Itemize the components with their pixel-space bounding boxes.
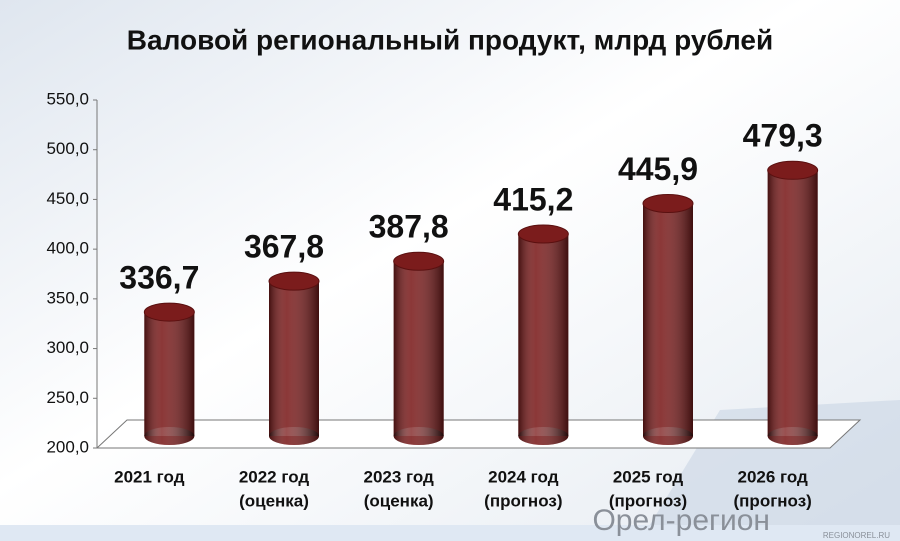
bar [393,251,445,445]
watermark: Орел-регион [592,504,770,537]
bar-shade-bottom [393,427,444,445]
bar-shade-bottom [144,427,195,445]
bar [767,160,819,445]
y-tick-label: 550,0 [46,89,89,108]
bar-shade-bottom [767,427,818,445]
bar-shade [643,203,693,436]
y-tick-label: 200,0 [46,437,89,456]
value-label: 445,9 [618,151,698,187]
value-label: 415,2 [493,181,573,217]
x-tick-label: (прогноз) [734,491,812,510]
x-tick-label: 2022 год [239,467,310,486]
bar [517,224,569,445]
x-tick-label: 2026 год [737,467,808,486]
x-tick-label: (оценка) [364,491,434,510]
x-tick-label: 2021 год [114,467,185,486]
footer-band [0,525,900,541]
y-tick-label: 400,0 [46,239,89,258]
value-label: 479,3 [743,118,823,154]
x-tick-label: (прогноз) [484,491,562,510]
x-tick-label: (прогноз) [609,491,687,510]
bar-shade [518,234,569,436]
y-tick-label: 350,0 [46,288,89,307]
bar [143,302,195,445]
watermark-sub: REGIONOREL.RU [823,531,890,540]
x-tick-label: (оценка) [239,491,309,510]
bar-top [517,224,569,244]
bar-shade [144,312,195,436]
bar [642,194,694,445]
bar-shade [393,261,444,436]
bar-top [393,251,445,271]
x-tick-label: 2025 год [613,467,684,486]
x-tick-label: 2023 год [363,467,434,486]
bar [268,271,320,445]
value-label: 336,7 [119,260,199,296]
bar-shade-bottom [518,427,569,445]
bar-shade [269,281,319,436]
value-label: 367,8 [244,229,324,265]
chart-title: Валовой региональный продукт, млрд рубле… [127,24,773,55]
x-tick-label: 2024 год [488,467,559,486]
y-tick-label: 250,0 [46,388,89,407]
bar-top [268,271,320,291]
value-label: 387,8 [369,209,449,245]
bar-shade [767,170,818,436]
bar-shade-bottom [643,427,693,445]
y-tick-label: 500,0 [46,139,89,158]
bar-top [642,194,694,214]
bar-top [143,302,195,322]
floor [95,419,862,449]
bar-shade-bottom [269,427,319,445]
y-tick-label: 300,0 [46,338,89,357]
bar-top [767,160,819,180]
y-tick-label: 450,0 [46,189,89,208]
